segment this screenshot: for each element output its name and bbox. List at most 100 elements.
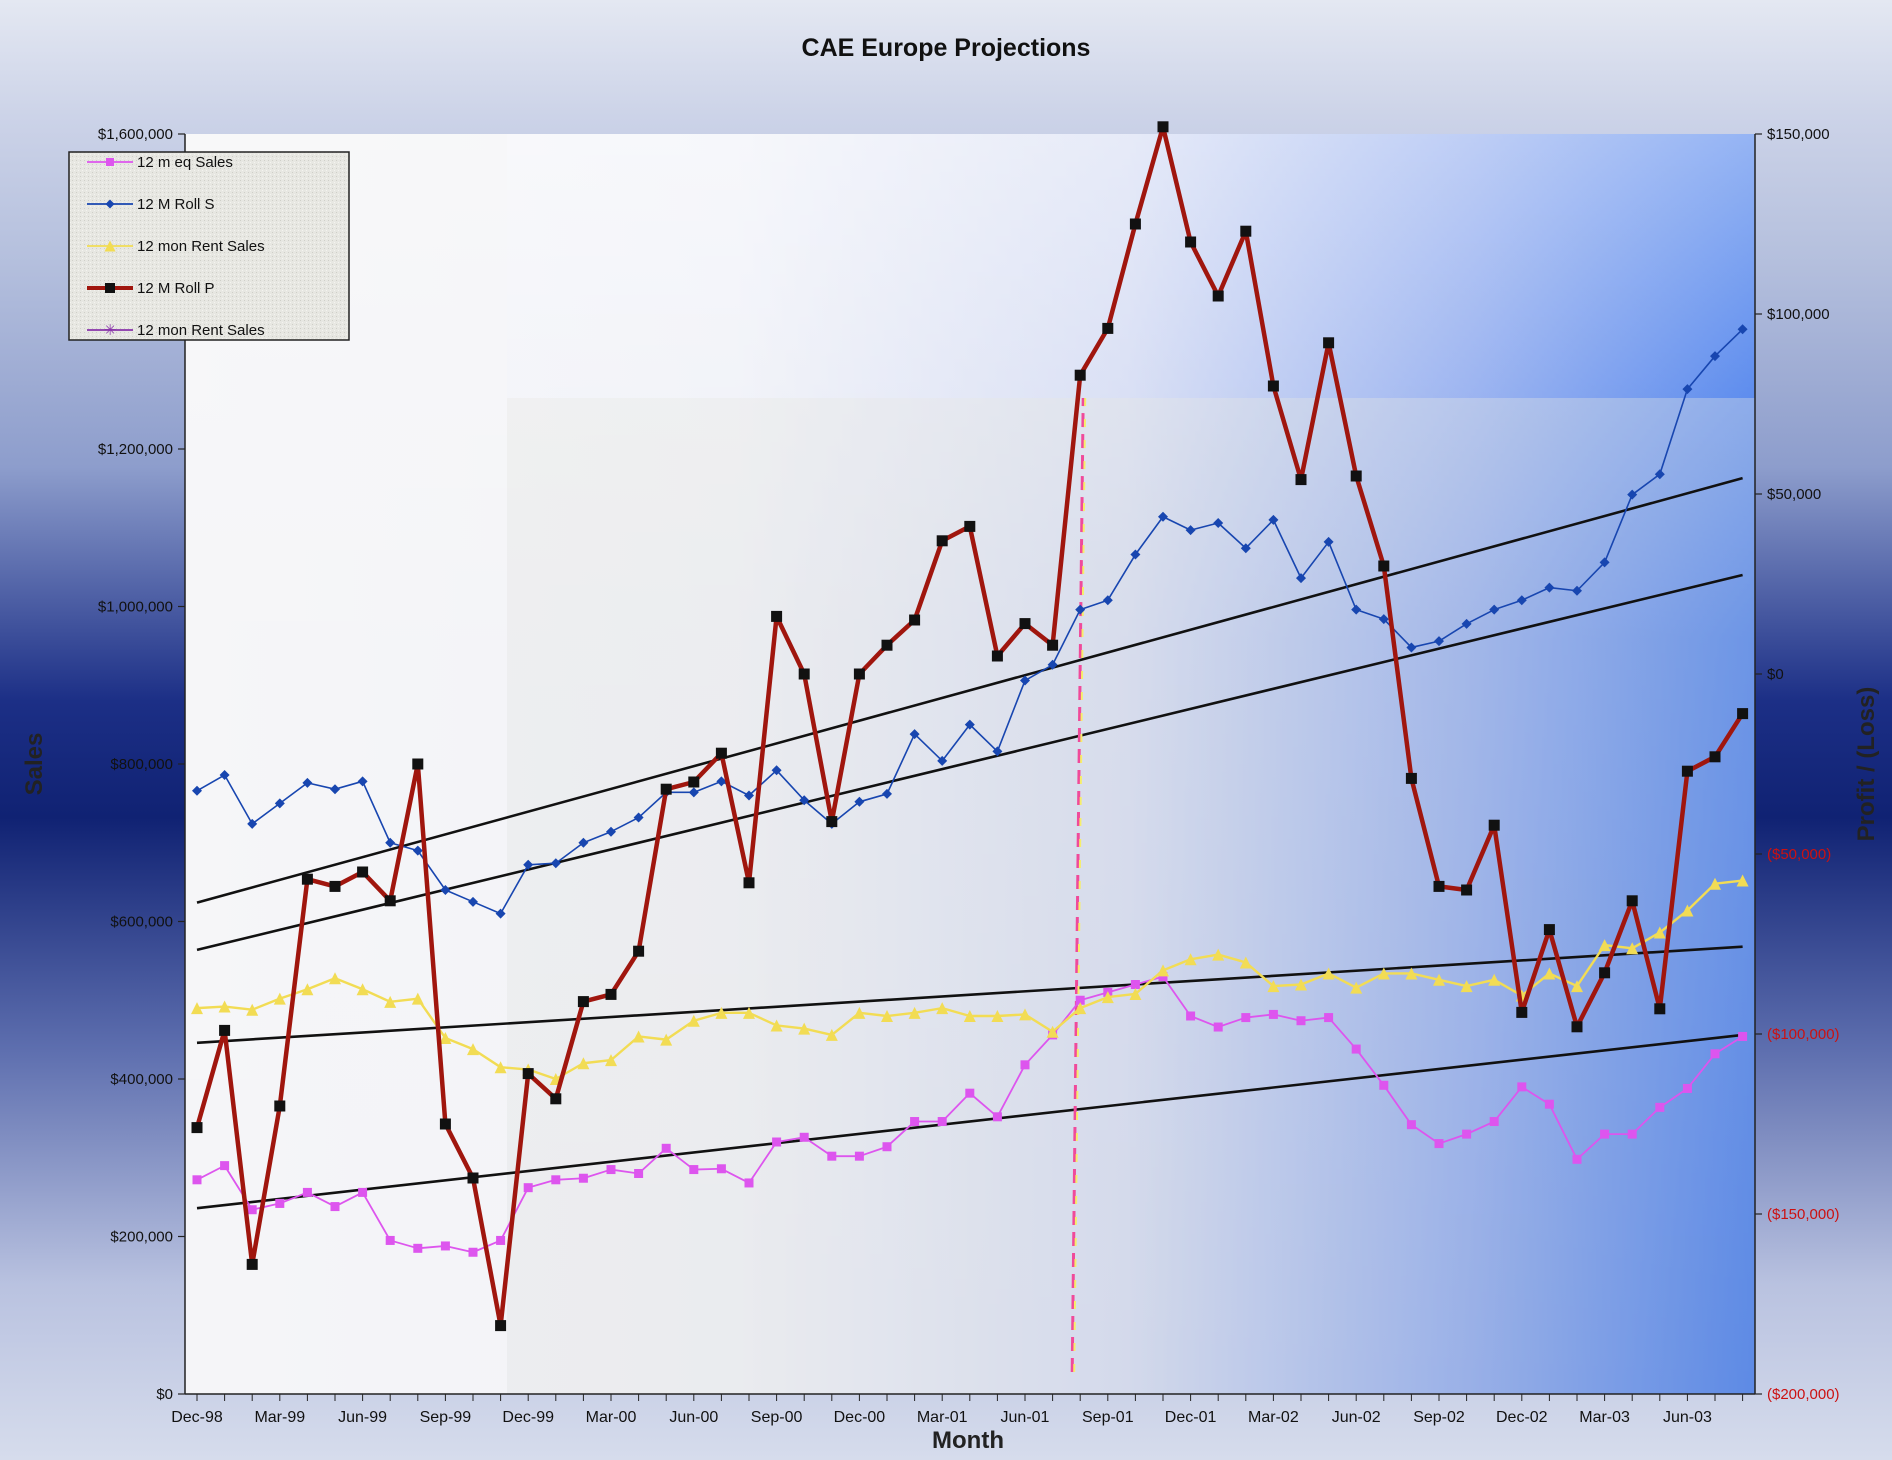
data-point [1239, 956, 1252, 969]
x-tick-label: Dec-00 [834, 1409, 886, 1426]
data-point [191, 1122, 203, 1134]
data-point [689, 1165, 699, 1175]
y2-tick-label: ($200,000) [1767, 1386, 1840, 1403]
data-point [1323, 337, 1335, 349]
data-point [1129, 987, 1142, 1000]
data-point [633, 812, 644, 823]
trendline-0 [196, 476, 1743, 904]
data-point [274, 1100, 286, 1112]
data-point [715, 1006, 728, 1019]
data-point [1737, 708, 1749, 720]
legend-label: 12 mon Rent Sales [137, 238, 265, 255]
data-point [1212, 948, 1225, 961]
trendline-2 [196, 945, 1743, 1045]
data-point [660, 1033, 673, 1046]
data-point [1516, 1006, 1528, 1018]
data-point [799, 1132, 809, 1142]
data-point [1047, 639, 1059, 651]
x-tick-label: Sep-02 [1413, 1409, 1465, 1426]
data-point [882, 788, 892, 799]
data-point [385, 1235, 395, 1245]
data-point [1185, 236, 1197, 248]
x-tick-label: Mar-02 [1248, 1409, 1299, 1426]
legend-swatch-marker [105, 283, 115, 293]
data-point [1074, 369, 1086, 381]
data-point [1241, 1013, 1251, 1023]
data-point [798, 1022, 811, 1035]
axes: $0 $200,000 $400,000 $600,000 $800,000 $1,000… [98, 126, 1840, 1426]
data-point [357, 866, 369, 878]
data-point [1599, 557, 1610, 568]
y-tick-label: $1,200,000 [98, 441, 173, 458]
data-point [1626, 895, 1638, 907]
legend: 12 m eq Sales 12 M Roll S 12 mon Rent Sale… [68, 151, 350, 341]
data-point [301, 873, 313, 885]
data-point [771, 610, 783, 622]
y-tick-label: $1,000,000 [98, 599, 173, 616]
legend-item: 12 M Roll S [87, 196, 215, 213]
data-point [495, 1320, 507, 1332]
data-point [218, 1000, 231, 1013]
data-point [384, 995, 397, 1008]
x-tick-label: Dec-98 [171, 1409, 223, 1426]
x-tick-label: Jun-02 [1332, 1409, 1381, 1426]
plot-band-grey [507, 398, 1755, 1394]
y2-axis-title: Profit / (Loss) [1853, 687, 1880, 842]
y-tick-label: $600,000 [110, 914, 173, 931]
data-point [634, 1169, 644, 1178]
legend-label: 12 m eq Sales [137, 154, 233, 171]
legend-label: 12 mon Rent Sales [137, 322, 265, 339]
data-point [1709, 751, 1721, 763]
data-point [1047, 659, 1058, 670]
data-point [992, 1112, 1002, 1122]
data-point [1709, 877, 1721, 890]
legend-item: 12 m eq Sales [87, 154, 233, 171]
legend-item: 12 M Roll P [87, 280, 215, 297]
series-group [191, 121, 1749, 1332]
data-point [496, 1235, 506, 1245]
data-point [495, 908, 506, 919]
data-point [1102, 322, 1114, 334]
data-point [1267, 980, 1280, 993]
data-point [1488, 819, 1500, 831]
marker-line-overlay-0 [1073, 397, 1087, 1373]
data-point [827, 1151, 837, 1161]
data-point [219, 1024, 231, 1036]
data-point [329, 880, 341, 892]
data-point [1434, 1139, 1444, 1149]
data-point [1296, 573, 1306, 584]
data-point [660, 783, 672, 795]
data-point [908, 1006, 921, 1019]
data-point [936, 535, 948, 547]
x-tick-label: Mar-99 [254, 1409, 305, 1426]
data-point [1655, 1102, 1665, 1112]
legend-label: 12 M Roll S [137, 196, 215, 213]
data-point [605, 988, 617, 1000]
data-point [1434, 636, 1444, 647]
data-point [771, 765, 782, 776]
legend-item: ✳ 12 mon Rent Sales [87, 322, 265, 339]
data-point [358, 1187, 368, 1197]
data-point [1600, 1129, 1610, 1139]
data-point [1571, 980, 1583, 993]
data-point [881, 1010, 893, 1022]
data-point [1682, 384, 1693, 395]
data-point [1296, 1016, 1306, 1026]
trendlines [196, 476, 1743, 1210]
data-point [1295, 978, 1307, 991]
data-point [385, 837, 396, 848]
data-point [1074, 1002, 1087, 1015]
data-point [577, 996, 589, 1008]
series-2 [191, 874, 1749, 1085]
y-axis-title: Sales [21, 733, 48, 796]
data-point [743, 877, 755, 889]
y-tick-label: $0 [156, 1386, 173, 1403]
data-point [1268, 514, 1279, 525]
data-point [853, 668, 865, 680]
data-point [1186, 1011, 1196, 1021]
data-point [1351, 604, 1362, 615]
data-point [523, 859, 534, 870]
data-point [1737, 324, 1748, 335]
data-point [413, 1243, 423, 1253]
